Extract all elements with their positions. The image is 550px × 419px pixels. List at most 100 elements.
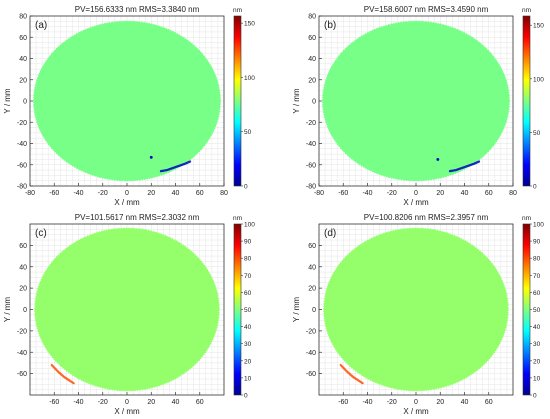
colorbar-tick-label: 50 xyxy=(244,129,252,136)
y-tick-label: -40 xyxy=(17,350,27,357)
edge-defect xyxy=(159,160,192,173)
y-tick-label: -60 xyxy=(17,371,27,378)
x-tick-label: 0 xyxy=(414,190,418,197)
y-tick-label: 20 xyxy=(308,77,316,84)
x-tick-label: 40 xyxy=(172,190,180,197)
colorbar-tick-label: 40 xyxy=(244,324,252,331)
y-tick-label: -20 xyxy=(17,120,27,127)
y-tick-label: -20 xyxy=(306,328,316,335)
colorbar-tick-label: 10 xyxy=(533,375,541,382)
colorbar-tick-label: 90 xyxy=(533,239,541,246)
panel-label: (b) xyxy=(324,20,336,31)
y-tick-label: -60 xyxy=(17,162,27,169)
y-tick-label: -40 xyxy=(306,350,316,357)
y-tick-label: 60 xyxy=(19,243,27,250)
colorbar-unit: nm xyxy=(233,7,242,14)
x-tick-label: 0 xyxy=(125,190,129,197)
y-tick-label: 80 xyxy=(308,14,316,21)
y-tick-label: -60 xyxy=(306,162,316,169)
y-tick-label: 0 xyxy=(312,307,316,314)
x-tick-label: -60 xyxy=(338,399,348,406)
chart-title: PV=101.5617 nm RMS=2.3032 nm xyxy=(75,213,200,222)
chart-title: PV=156.6333 nm RMS=3.3840 nm xyxy=(75,5,200,14)
y-tick-label: -60 xyxy=(306,371,316,378)
x-tick-label: -60 xyxy=(49,190,59,197)
colorbar-tick-label: 150 xyxy=(244,21,255,28)
y-tick-label: 60 xyxy=(308,35,316,42)
chart-title: PV=100.8206 nm RMS=2.3957 nm xyxy=(364,213,489,222)
y-tick-label: -40 xyxy=(306,141,316,148)
colorbar-tick-label: 40 xyxy=(533,324,541,331)
colorbar-tick-label: 10 xyxy=(244,375,252,382)
colorbar-tick-label: 50 xyxy=(533,307,541,314)
edge-defect xyxy=(339,363,364,385)
x-tick-label: -40 xyxy=(362,399,372,406)
colorbar-tick-label: 30 xyxy=(244,341,252,348)
x-axis-label: X / mm xyxy=(403,407,429,416)
x-tick-label: 20 xyxy=(147,399,155,406)
panel-label: (c) xyxy=(35,228,47,239)
colorbar-tick-label: 80 xyxy=(244,256,252,263)
y-tick-label: 40 xyxy=(19,56,27,63)
y-axis-label: Y / mm xyxy=(292,88,301,114)
x-tick-label: 60 xyxy=(485,190,493,197)
x-tick-label: 60 xyxy=(196,190,204,197)
y-tick-label: 40 xyxy=(308,56,316,63)
colorbar xyxy=(522,15,531,187)
colorbar-tick-label: 150 xyxy=(533,23,544,30)
colorbar-tick-label: 100 xyxy=(244,222,255,229)
x-tick-label: -60 xyxy=(338,190,348,197)
x-tick-label: 20 xyxy=(147,190,155,197)
colorbar-tick-label: 80 xyxy=(533,256,541,263)
panel-label: (a) xyxy=(35,20,47,31)
y-tick-label: 40 xyxy=(19,264,27,271)
y-tick-label: -20 xyxy=(17,328,27,335)
colorbar-tick-label: 70 xyxy=(533,273,541,280)
edge-defect xyxy=(50,363,75,385)
panel-a: -80 -60 -40 -20 0 20 40 60 80 -80 -60 -40 -20 0 20 40 60… xyxy=(3,5,255,207)
panel-label: (d) xyxy=(324,228,336,239)
x-tick-label: 80 xyxy=(220,190,228,197)
surface-map xyxy=(323,227,509,392)
y-tick-label: -20 xyxy=(306,120,316,127)
colorbar-unit: nm xyxy=(522,7,531,14)
colorbar xyxy=(233,223,242,396)
surface-map xyxy=(33,20,221,182)
panel-d: -60 -40 -20 0 20 40 60 -60 -40 -20 0 20 40 60 X / mm Y … xyxy=(292,213,544,416)
x-tick-label: 60 xyxy=(196,399,204,406)
colorbar-tick-label: 0 xyxy=(533,184,537,191)
x-tick-label: -20 xyxy=(387,399,397,406)
x-tick-label: 80 xyxy=(509,190,517,197)
y-tick-label: 20 xyxy=(308,286,316,293)
y-axis-label: Y / mm xyxy=(292,297,301,323)
spot xyxy=(149,155,153,159)
x-tick-label: -40 xyxy=(362,190,372,197)
x-tick-label: -40 xyxy=(73,190,83,197)
y-tick-label: 20 xyxy=(19,286,27,293)
x-tick-label: -60 xyxy=(49,399,59,406)
x-tick-label: 20 xyxy=(436,190,444,197)
colorbar-tick-label: 50 xyxy=(244,307,252,314)
y-tick-label: -80 xyxy=(17,184,27,191)
colorbar-tick-label: 0 xyxy=(244,393,248,400)
colorbar-tick-label: 60 xyxy=(533,290,541,297)
chart-title: PV=158.6007 nm RMS=3.4590 nm xyxy=(364,5,489,14)
x-tick-label: 60 xyxy=(485,399,493,406)
y-tick-label: 60 xyxy=(308,243,316,250)
x-tick-label: 0 xyxy=(125,399,129,406)
x-tick-label: 40 xyxy=(172,399,180,406)
y-tick-label: -80 xyxy=(306,184,316,191)
colorbar-tick-label: 20 xyxy=(533,358,541,365)
colorbar-tick-label: 70 xyxy=(244,273,252,280)
y-tick-label: 80 xyxy=(19,14,27,21)
x-tick-label: -20 xyxy=(387,190,397,197)
x-tick-label: 20 xyxy=(436,399,444,406)
x-tick-label: -20 xyxy=(98,190,108,197)
y-tick-label: 20 xyxy=(19,77,27,84)
colorbar-tick-label: 0 xyxy=(244,184,248,191)
y-tick-label: 40 xyxy=(308,264,316,271)
x-tick-label: -20 xyxy=(98,399,108,406)
surface-map xyxy=(34,227,220,392)
colorbar-tick-label: 100 xyxy=(533,222,544,229)
